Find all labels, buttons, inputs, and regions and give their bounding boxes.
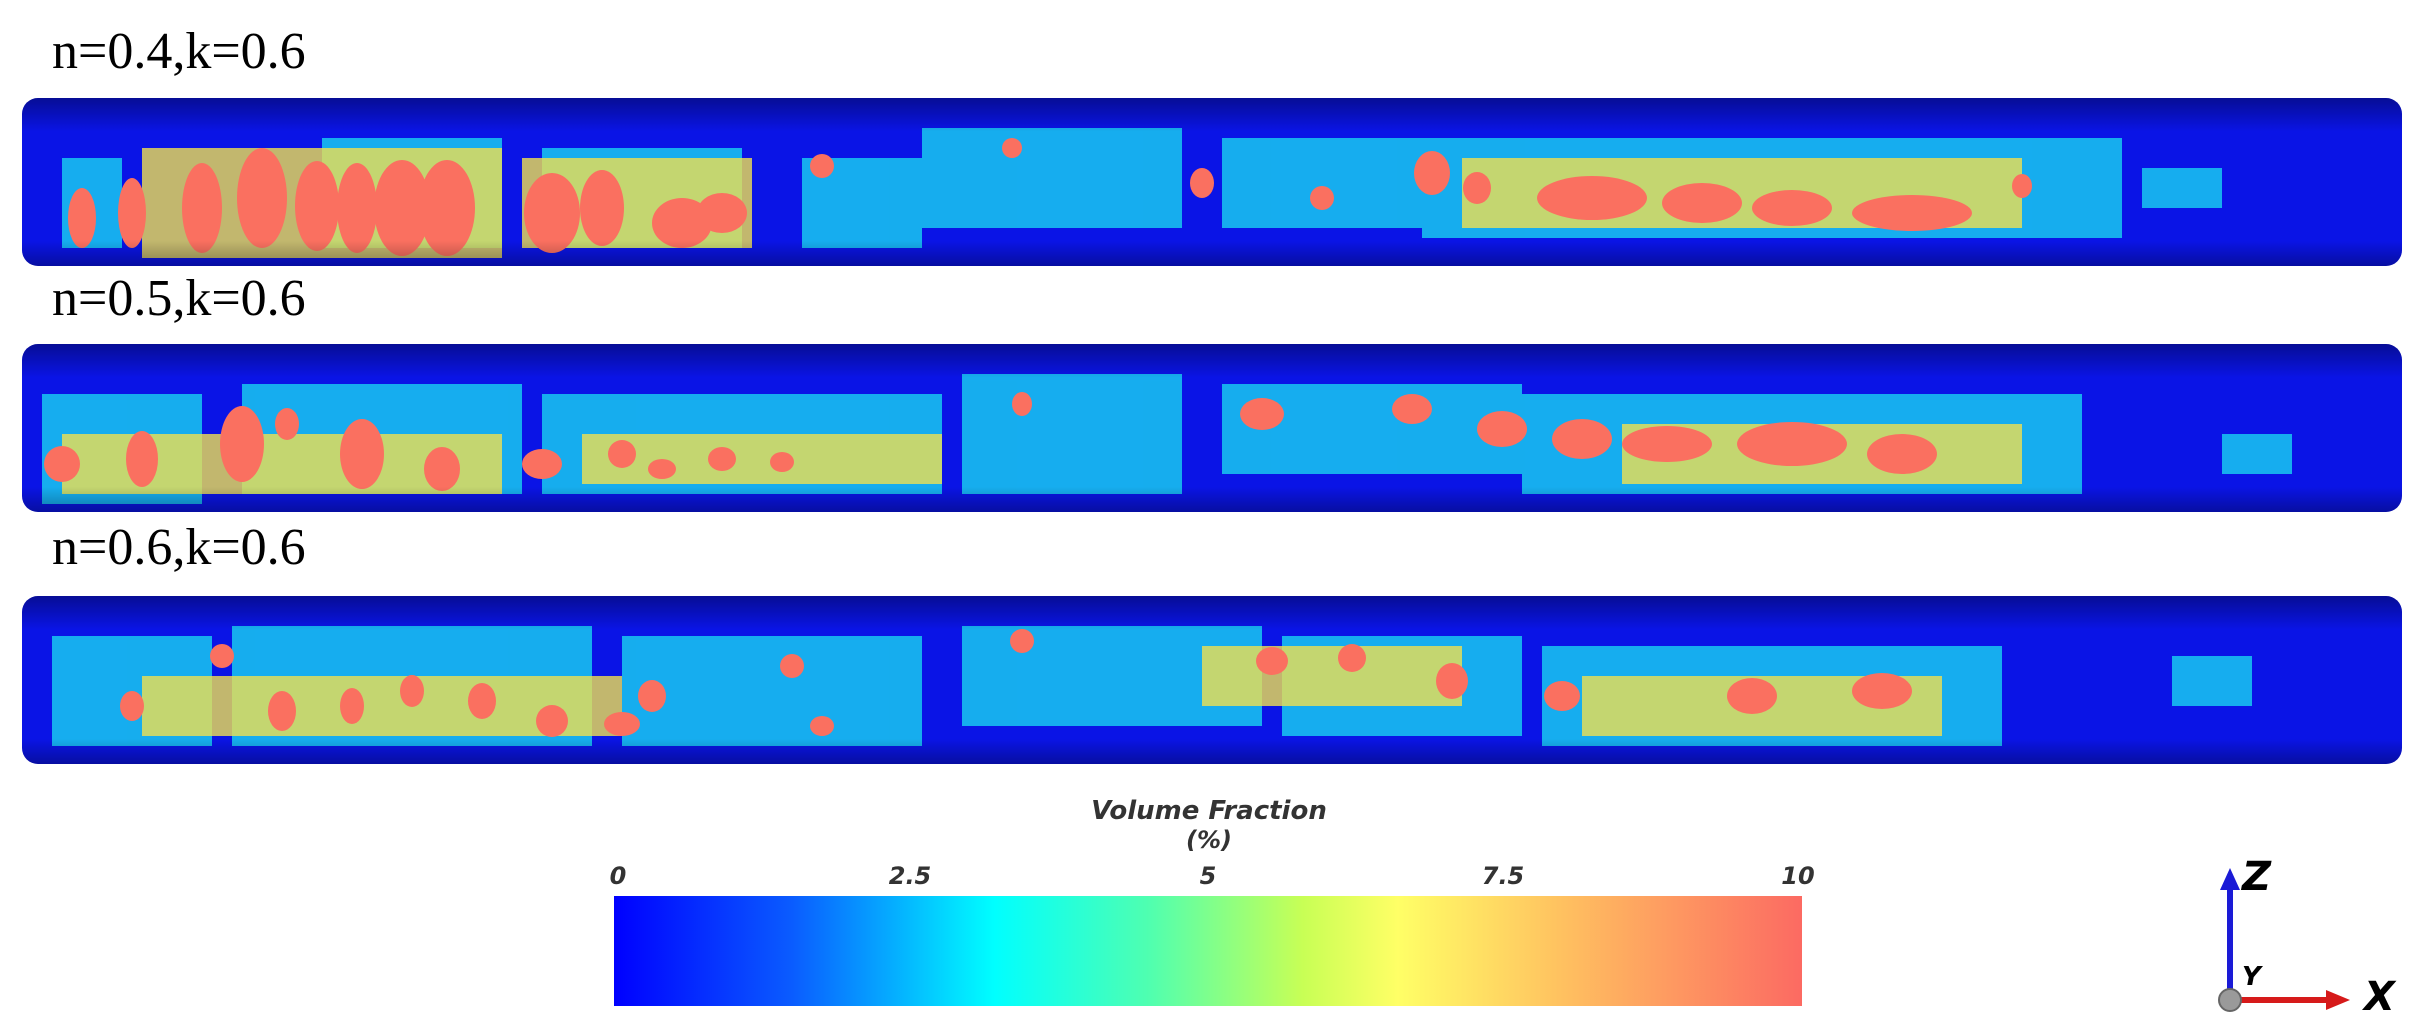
orientation-axes: Z Y X [2218,854,2408,1022]
panel-1-label: n=0.4,k=0.6 [52,23,306,80]
colorbar-tick-2-5: 2.5 [888,862,932,890]
z-axis-label: Z [2242,854,2272,900]
y-axis-label: Y [2242,962,2261,992]
panel-2-label: n=0.5,k=0.6 [52,270,306,327]
colorbar-tick-7-5: 7.5 [1481,862,1525,890]
colorbar-gradient [614,896,1802,1006]
pipe-contour-1-svg [22,98,2402,266]
pipe-contour-3-svg [22,596,2402,764]
colorbar-title: Volume Fraction [1091,796,1327,826]
pipe-contour-2-svg [22,344,2402,512]
panel-3-label: n=0.6,k=0.6 [52,519,306,576]
x-axis-arrowhead [2326,990,2350,1010]
colorbar-tick-0: 0 [609,862,627,890]
x-axis-label: X [2364,974,2395,1020]
origin-sphere-icon [2218,988,2242,1012]
pipe-contour-2 [22,344,2402,512]
axes-triad-icon [2218,868,2350,1012]
colorbar-tick-5: 5 [1199,862,1217,890]
colorbar-unit: (%) [1186,826,1232,854]
pipe-contour-1 [22,98,2402,266]
colorbar-tick-10: 10 [1781,862,1815,890]
z-axis-arrowhead [2220,868,2240,890]
pipe-contour-3 [22,596,2402,764]
